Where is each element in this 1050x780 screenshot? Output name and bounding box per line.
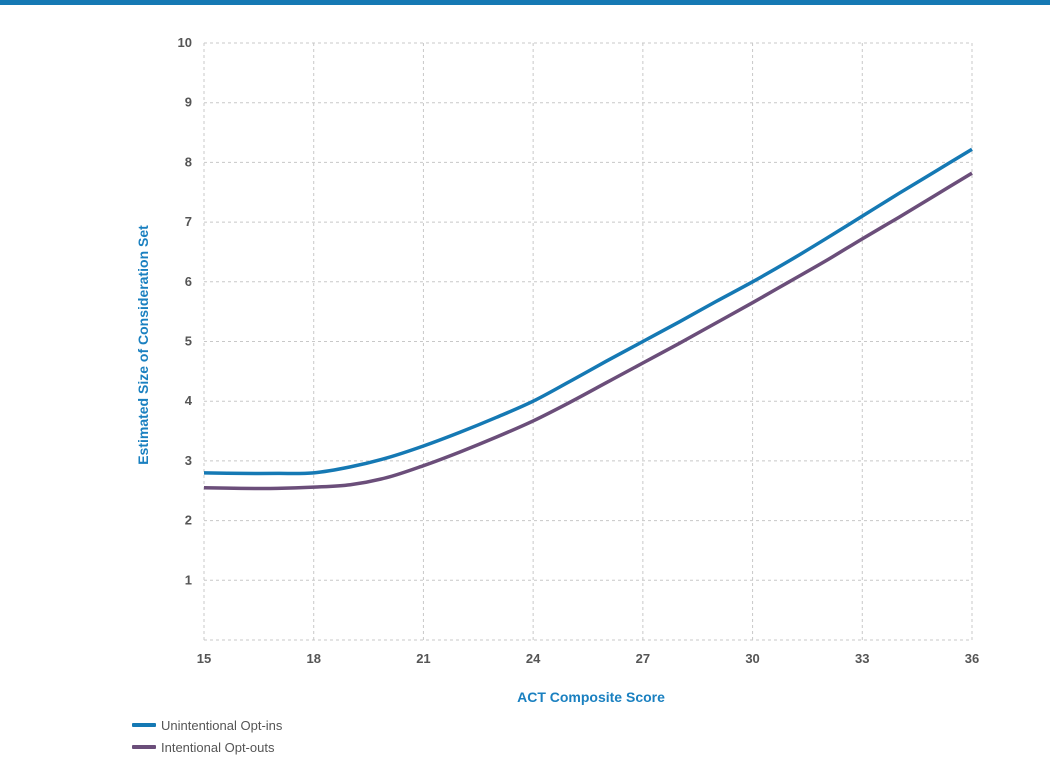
x-tick-label: 24 bbox=[526, 651, 541, 666]
x-tick-label: 15 bbox=[197, 651, 211, 666]
header-rule bbox=[0, 0, 1050, 5]
y-tick-label: 8 bbox=[185, 154, 192, 169]
x-tick-label: 33 bbox=[855, 651, 869, 666]
series-line-intentional-opt-outs bbox=[203, 171, 973, 491]
y-tick-label: 9 bbox=[185, 95, 192, 110]
legend-item-unintentional: Unintentional Opt-ins bbox=[132, 714, 282, 736]
series-line-unintentional-opt-ins bbox=[203, 147, 973, 476]
legend-swatch-unintentional bbox=[132, 723, 156, 727]
legend-label-unintentional: Unintentional Opt-ins bbox=[161, 717, 283, 733]
y-axis-title: Estimated Size of Consideration Set bbox=[135, 225, 151, 465]
y-tick-label: 7 bbox=[185, 214, 192, 229]
y-tick-label: 3 bbox=[185, 453, 192, 468]
legend-label-intentional: Intentional Opt-outs bbox=[161, 739, 275, 755]
y-tick-label: 4 bbox=[185, 393, 193, 408]
tick-labels: 15 18 21 24 27 30 33 36 1 2 3 4 5 6 7 8 9 10 bbox=[178, 35, 980, 666]
x-tick-label: 18 bbox=[306, 651, 320, 666]
x-tick-label: 27 bbox=[636, 651, 650, 666]
gridlines bbox=[203, 42, 973, 641]
legend-item-intentional: Intentional Opt-outs bbox=[132, 736, 282, 758]
y-tick-label: 2 bbox=[185, 513, 192, 528]
y-tick-label: 6 bbox=[185, 274, 192, 289]
x-tick-label: 30 bbox=[745, 651, 759, 666]
x-tick-label: 21 bbox=[416, 651, 430, 666]
x-axis-title: ACT Composite Score bbox=[517, 689, 665, 705]
legend-swatch-intentional bbox=[132, 745, 156, 749]
series-lines bbox=[203, 147, 973, 491]
x-tick-label: 36 bbox=[965, 651, 979, 666]
y-tick-label: 1 bbox=[185, 572, 192, 587]
legend: Unintentional Opt-ins Intentional Opt-ou… bbox=[132, 714, 282, 758]
y-tick-label: 5 bbox=[185, 334, 192, 349]
y-tick-label: 10 bbox=[178, 35, 192, 50]
